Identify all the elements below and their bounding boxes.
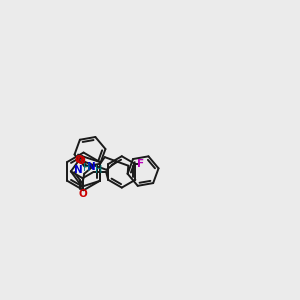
Text: N: N — [87, 162, 95, 172]
Text: H: H — [83, 163, 91, 173]
Text: F: F — [137, 159, 144, 169]
Text: H: H — [95, 164, 103, 175]
Text: N: N — [74, 165, 83, 175]
Text: O: O — [78, 189, 87, 200]
Text: O: O — [77, 156, 86, 166]
Text: O: O — [74, 155, 83, 165]
